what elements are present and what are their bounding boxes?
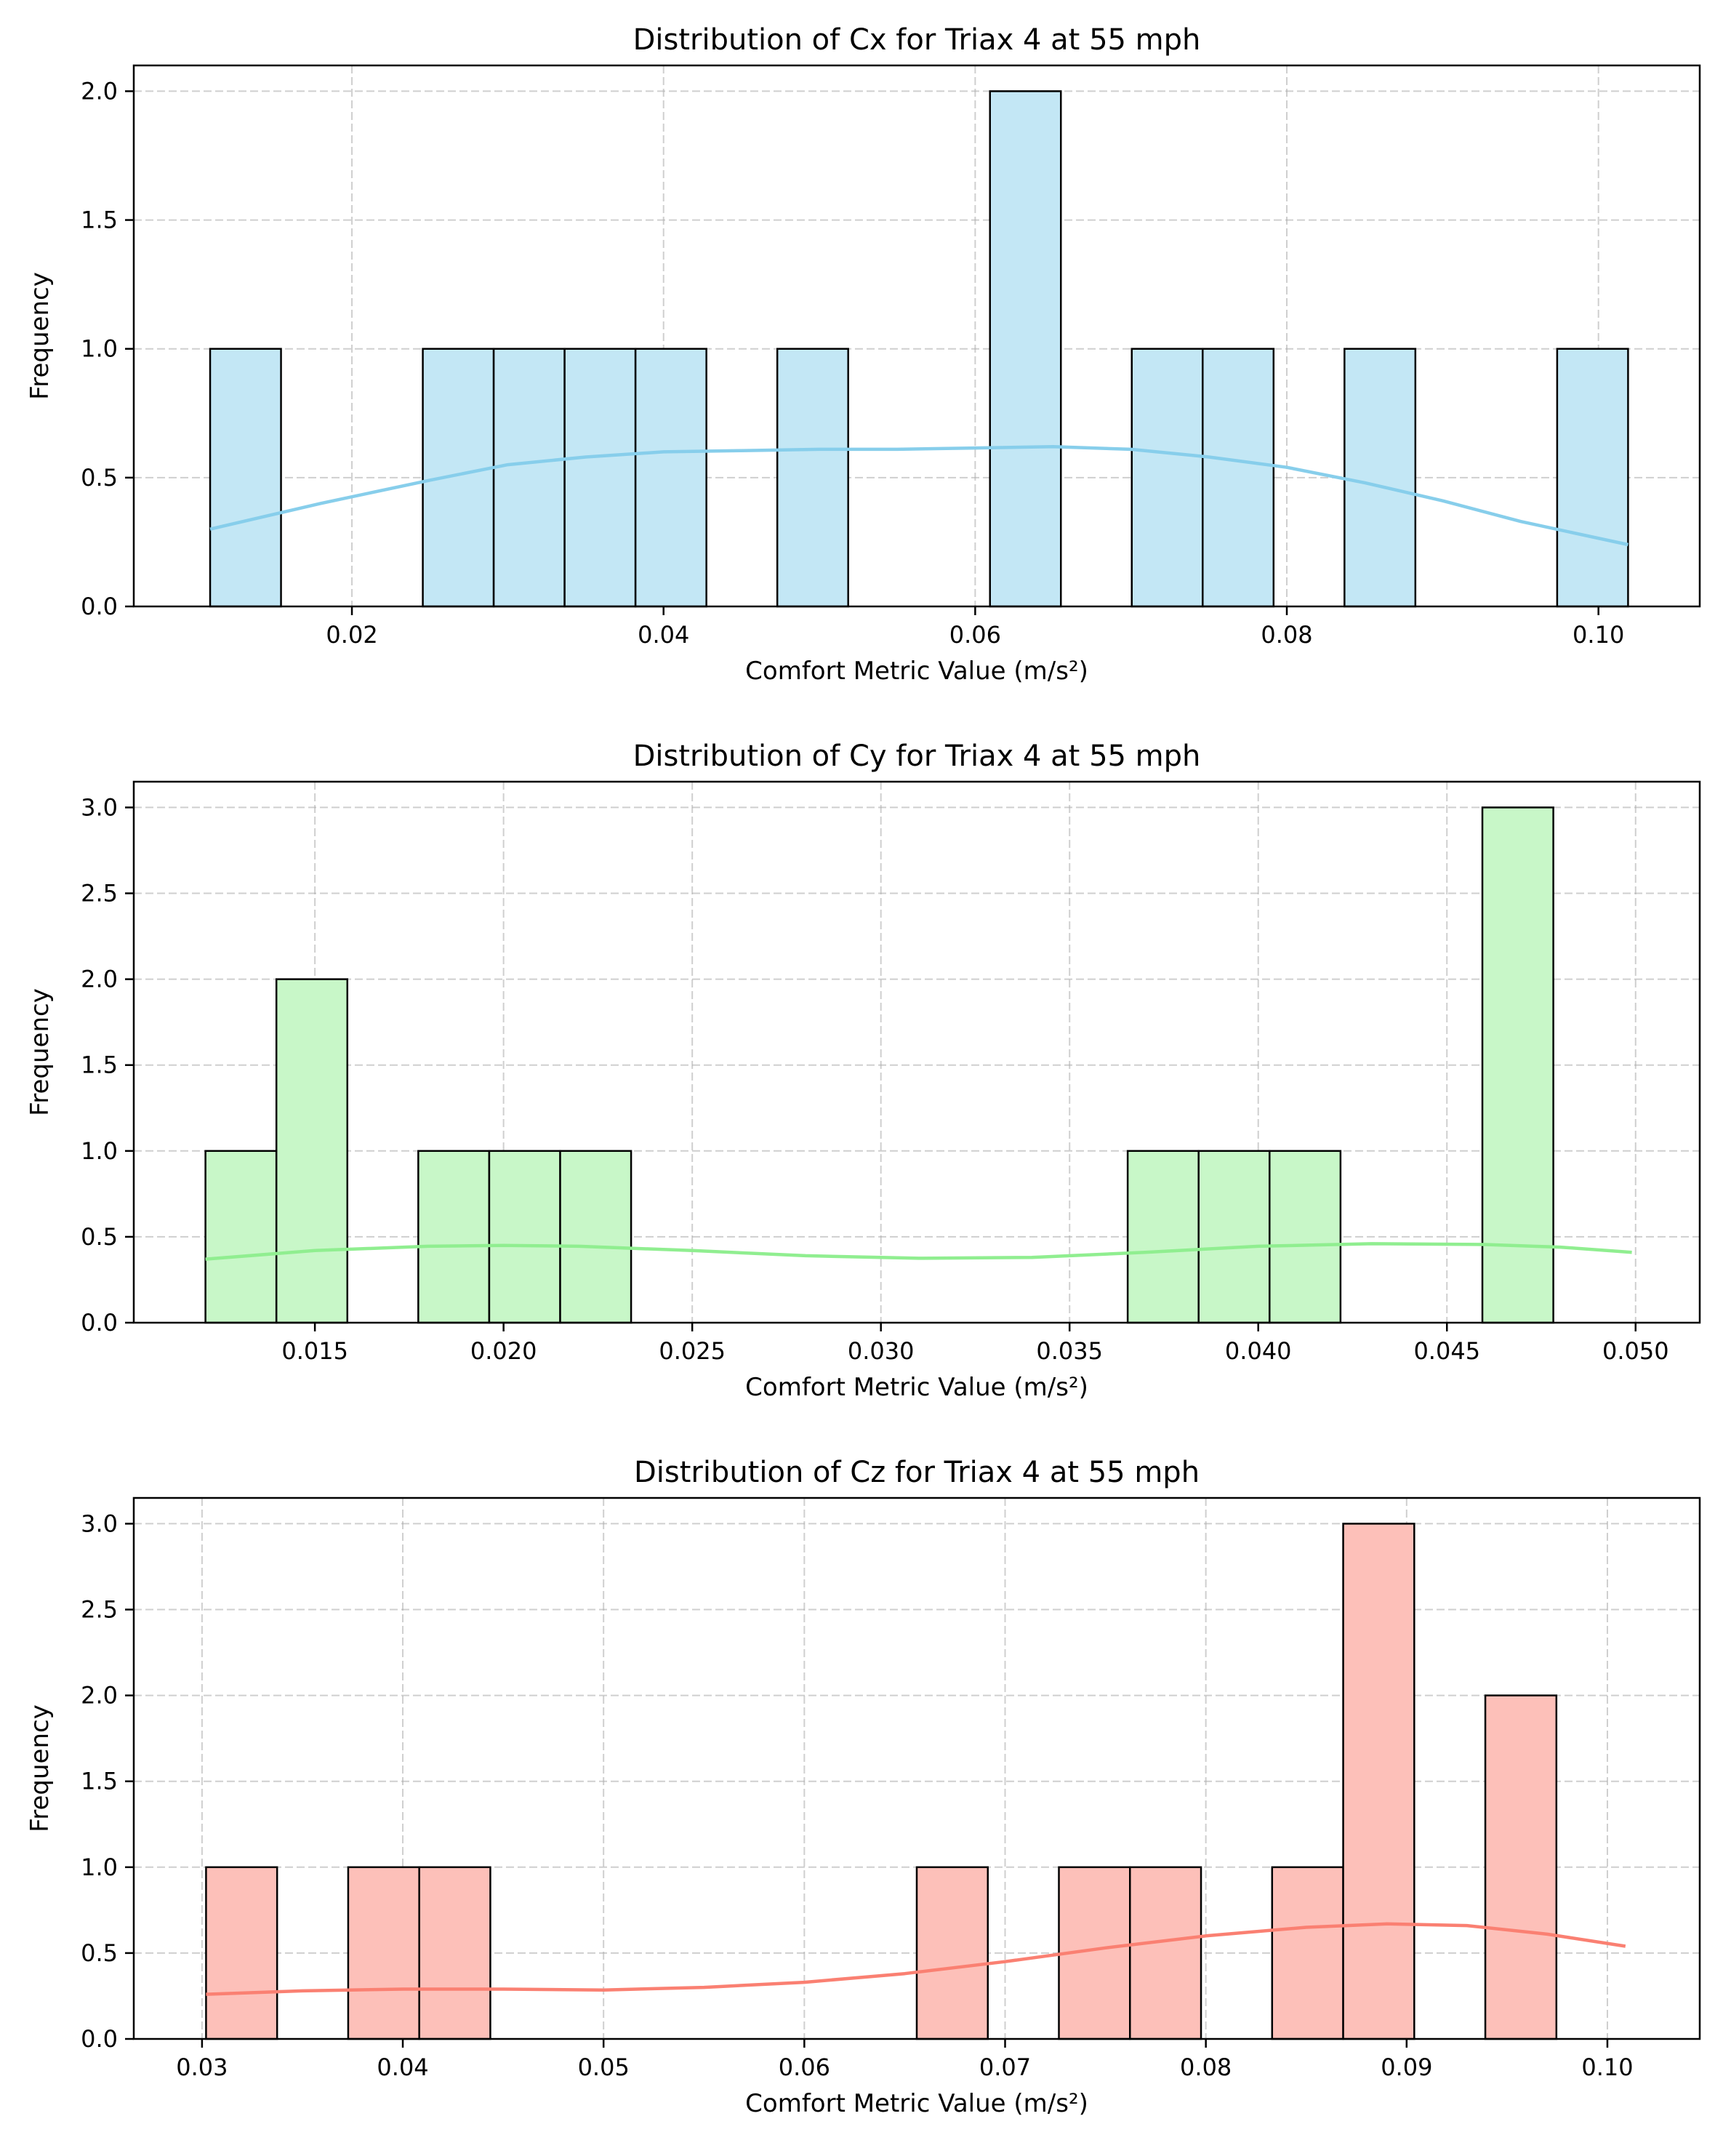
- kde-line: [205, 1242, 1632, 1261]
- histogram-bar: [563, 348, 637, 608]
- x-tick-label: 0.040: [1225, 1337, 1292, 1365]
- y-tick-label: 1.5: [81, 1768, 118, 1795]
- axes-frame: [132, 780, 1701, 1324]
- y-tick-label: 2.0: [81, 77, 118, 105]
- x-tick-label: 0.03: [176, 2053, 228, 2081]
- axes-frame: [132, 64, 1701, 608]
- y-tick-label: 3.0: [81, 1510, 118, 1537]
- y-tick-label: 0.5: [81, 1939, 118, 1967]
- y-tick-label: 2.5: [81, 1596, 118, 1624]
- x-tick-label: 0.035: [1036, 1337, 1103, 1365]
- y-tick-label: 1.0: [81, 335, 118, 363]
- y-tick-label: 0.5: [81, 1223, 118, 1251]
- histogram-bar: [776, 348, 849, 608]
- histogram-bar: [417, 1150, 491, 1324]
- x-tick-label: 0.08: [1180, 2053, 1232, 2081]
- histogram-bar: [915, 1866, 989, 2040]
- x-tick-label: 0.07: [979, 2053, 1031, 2081]
- x-tick-label: 0.050: [1602, 1337, 1669, 1365]
- x-axis-label: Comfort Metric Value (m/s²): [745, 2089, 1088, 2118]
- y-tick-label: 2.0: [81, 1682, 118, 1710]
- x-tick-label: 0.06: [779, 2053, 830, 2081]
- y-tick-label: 0.5: [81, 464, 118, 492]
- y-tick-label: 0.0: [81, 2025, 118, 2053]
- x-tick-label: 0.04: [638, 621, 689, 649]
- histogram-bar: [275, 978, 349, 1324]
- histogram-bar: [989, 90, 1062, 608]
- histogram-bar: [1344, 348, 1417, 608]
- histogram-bar: [634, 348, 707, 608]
- x-tick-label: 0.10: [1573, 621, 1624, 649]
- chart-0: 0.02 0.04 0.06 0.08 0.10 0.0 0.5 1.0 1.5 2.0 Distr…: [25, 23, 1701, 686]
- histogram-bar: [1269, 1150, 1342, 1324]
- histogram-bar: [1129, 1866, 1202, 2040]
- y-axis-label: Frequency: [25, 1704, 55, 1832]
- chart-title: Distribution of Cy for Triax 4 at 55 mph: [633, 740, 1201, 773]
- x-tick-label: 0.045: [1413, 1337, 1480, 1365]
- y-tick-label: 1.0: [81, 1854, 118, 1881]
- histogram-bar: [205, 1866, 278, 2040]
- y-axis-label: Frequency: [25, 272, 55, 400]
- chart-title: Distribution of Cx for Triax 4 at 55 mph: [633, 23, 1201, 57]
- y-tick-label: 1.0: [81, 1137, 118, 1165]
- kde-line: [209, 445, 1628, 547]
- chart-1: 0.015 0.020 0.025 0.030 0.035 0.040 0.045 0.050…: [25, 740, 1701, 1402]
- histogram-bar: [1197, 1150, 1271, 1324]
- x-axis-label: Comfort Metric Value (m/s²): [745, 1373, 1088, 1402]
- chart-title: Distribution of Cz for Triax 4 at 55 mph: [634, 1456, 1200, 1489]
- x-tick-label: 0.025: [659, 1337, 726, 1365]
- x-tick-label: 0.10: [1581, 2053, 1633, 2081]
- histogram-bar: [1126, 1150, 1200, 1324]
- y-tick-label: 1.5: [81, 1051, 118, 1079]
- x-tick-label: 0.08: [1261, 621, 1312, 649]
- histogram-bar: [492, 348, 566, 608]
- histogram-bar: [1130, 348, 1204, 608]
- x-tick-label: 0.05: [578, 2053, 630, 2081]
- x-tick-label: 0.09: [1381, 2053, 1432, 2081]
- histogram-bar: [1556, 348, 1629, 608]
- histogram-bar: [204, 1150, 278, 1324]
- histogram-bar: [488, 1150, 561, 1324]
- x-tick-label: 0.06: [949, 621, 1001, 649]
- histogram-bar: [209, 348, 282, 608]
- histogram-bar: [1481, 806, 1554, 1324]
- histogram-bar: [1342, 1523, 1415, 2040]
- y-tick-label: 1.5: [81, 207, 118, 234]
- x-tick-label: 0.015: [281, 1337, 348, 1365]
- histogram-bar: [1202, 348, 1275, 608]
- axes-frame: [132, 1496, 1701, 2040]
- histogram-bar: [347, 1866, 420, 2040]
- histogram-bar: [559, 1150, 632, 1324]
- histogram-bar: [422, 348, 495, 608]
- chart-2: 0.03 0.04 0.05 0.06 0.07 0.08 0.09 0.10 0.0 0.5 1.…: [25, 1456, 1701, 2118]
- x-tick-label: 0.04: [377, 2053, 428, 2081]
- x-tick-label: 0.02: [326, 621, 377, 649]
- histogram-bar: [1484, 1694, 1558, 2040]
- y-tick-label: 0.0: [81, 593, 118, 620]
- y-axis-label: Frequency: [25, 988, 55, 1116]
- y-tick-label: 2.5: [81, 880, 118, 907]
- histogram-bar: [1271, 1866, 1344, 2040]
- kde-line: [206, 1922, 1626, 1996]
- y-tick-label: 2.0: [81, 966, 118, 993]
- y-tick-label: 0.0: [81, 1309, 118, 1337]
- histogram-bar: [418, 1866, 491, 2040]
- x-tick-label: 0.020: [470, 1337, 537, 1365]
- x-tick-label: 0.030: [848, 1337, 915, 1365]
- x-axis-label: Comfort Metric Value (m/s²): [745, 657, 1088, 686]
- y-tick-label: 3.0: [81, 793, 118, 821]
